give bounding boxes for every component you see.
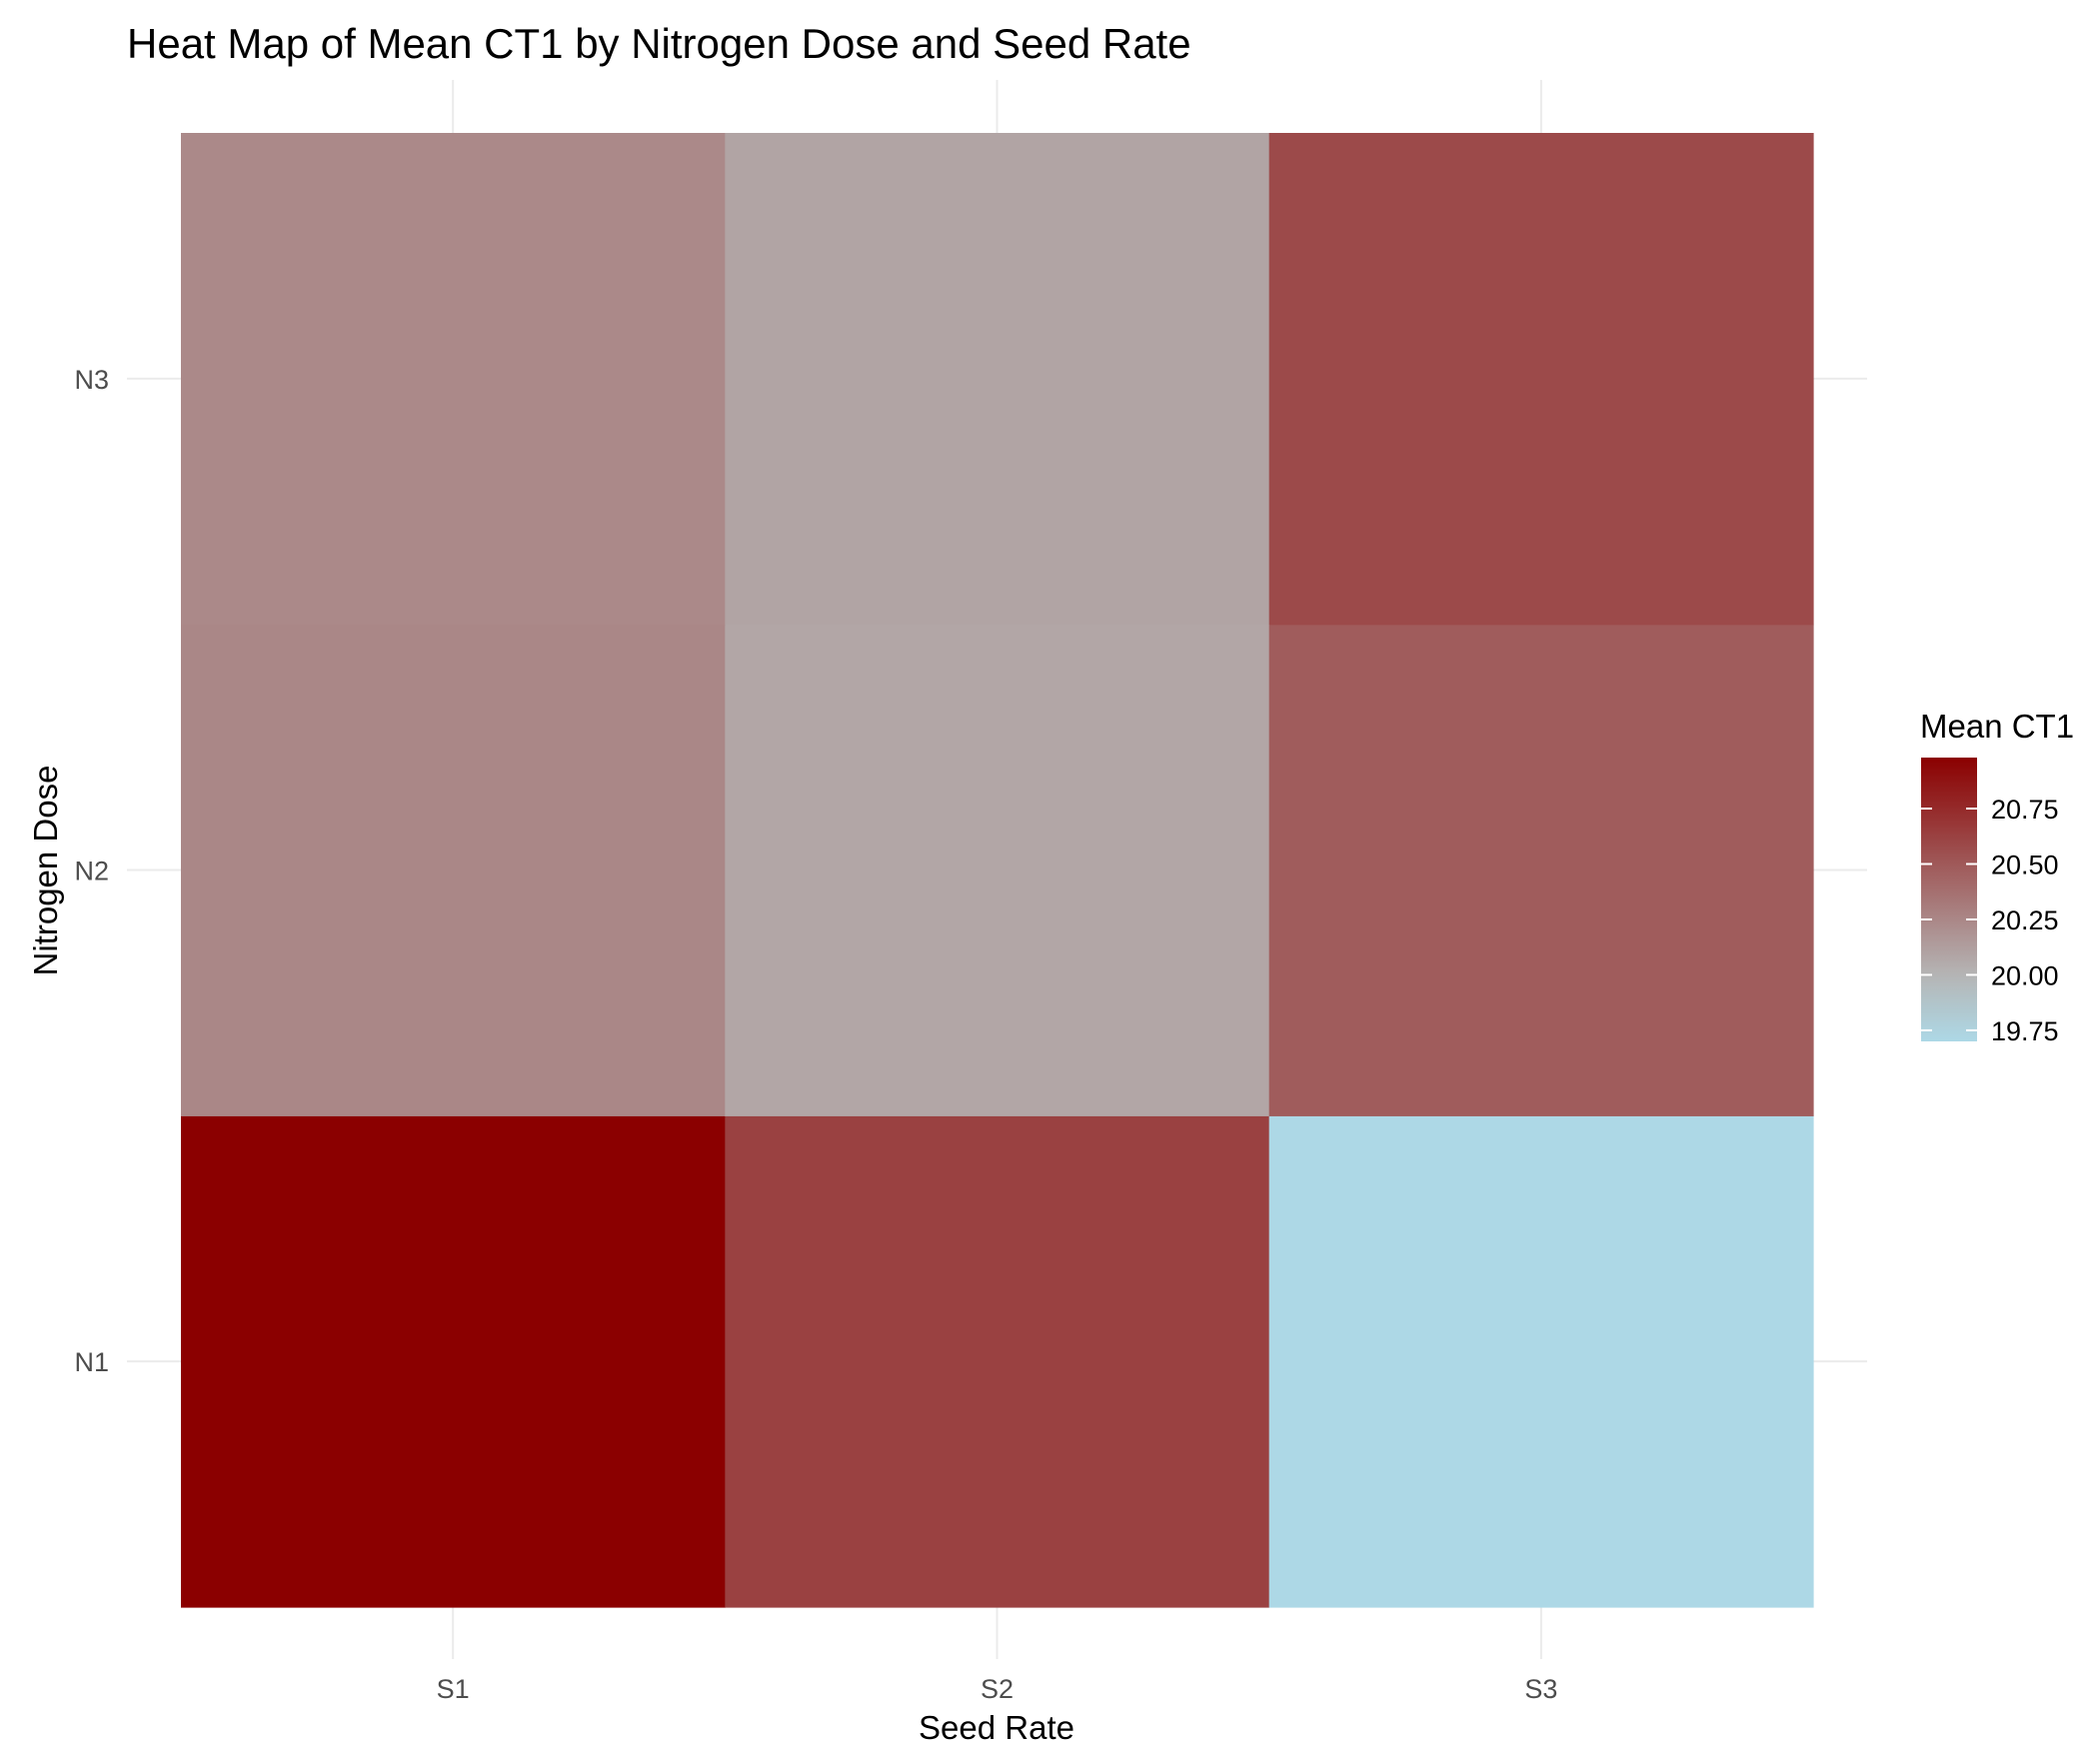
color-legend: Mean CT1 20.75 20.50 20.25 20.00 19.75 [1920, 708, 2074, 1046]
x-tick-label-s2: S2 [981, 1674, 1014, 1704]
legend-tick-label-2: 20.25 [1991, 905, 2059, 935]
legend-tick-label-4: 19.75 [1991, 1016, 2059, 1046]
x-axis-title: Seed Rate [919, 1709, 1074, 1746]
heatmap-cell-n2-s1 [181, 624, 726, 1116]
heatmap-cell-n1-s3 [1268, 1115, 1814, 1608]
heatmap-cells [181, 133, 1814, 1608]
heatmap-cell-n3-s3 [1268, 133, 1814, 626]
heatmap-cell-n1-s1 [181, 1115, 726, 1608]
x-tick-label-s3: S3 [1524, 1674, 1557, 1704]
y-tick-label-n1: N1 [74, 1347, 109, 1377]
legend-title: Mean CT1 [1920, 708, 2074, 745]
heatmap-cell-n2-s2 [725, 624, 1270, 1116]
legend-tick-label-3: 20.00 [1991, 960, 2059, 990]
legend-tick-label-1: 20.50 [1991, 851, 2059, 881]
chart-title: Heat Map of Mean CT1 by Nitrogen Dose an… [127, 20, 1191, 67]
heatmap-cell-n2-s3 [1268, 624, 1814, 1116]
heatmap-cell-n3-s2 [725, 133, 1270, 626]
legend-colorbar [1921, 758, 1977, 1041]
legend-ticks: 20.75 20.50 20.25 20.00 19.75 [1921, 795, 2059, 1046]
heatmap-cell-n3-s1 [181, 133, 726, 626]
axis-ticks: S1 S2 S3 N1 N2 N3 [74, 365, 1557, 1704]
heatmap-cell-n1-s2 [725, 1115, 1270, 1608]
y-tick-label-n3: N3 [74, 365, 109, 395]
legend-tick-label-0: 20.75 [1991, 795, 2059, 825]
y-axis-title: Nitrogen Dose [27, 766, 64, 976]
x-tick-label-s1: S1 [437, 1674, 470, 1704]
y-tick-label-n2: N2 [74, 857, 109, 886]
